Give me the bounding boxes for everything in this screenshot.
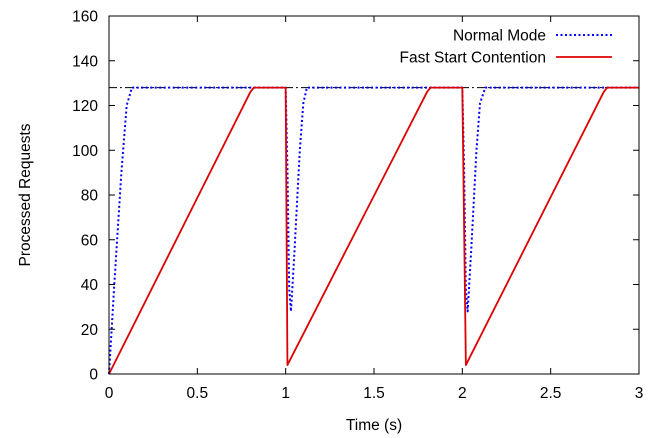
- y-tick-label: 40: [81, 277, 99, 294]
- x-axis-label: Time (s): [346, 417, 402, 434]
- y-tick-label: 140: [72, 53, 98, 70]
- legend-label-fast-start-contention: Fast Start Contention: [400, 50, 546, 67]
- y-tick-label: 20: [81, 322, 99, 339]
- legend-label-normal-mode: Normal Mode: [453, 28, 546, 45]
- y-tick-label: 0: [89, 367, 98, 384]
- x-tick-label: 1: [281, 385, 290, 402]
- y-tick-label: 120: [72, 98, 98, 115]
- x-tick-label: 2: [458, 385, 467, 402]
- series-layer: [108, 86, 639, 375]
- x-tick-label: 2.5: [540, 385, 562, 402]
- y-tick-label: 100: [72, 143, 98, 160]
- y-tick-label: 60: [81, 232, 99, 249]
- series-line-fast-start-contention: [108, 86, 639, 375]
- series-line-normal-mode: [108, 86, 639, 375]
- legend: Normal Mode Fast Start Contention: [400, 28, 612, 67]
- x-tick-label: 3: [635, 385, 644, 402]
- tick-layer: 0 0.5 1 1.5 2 2.5 3 0 20 40 60 80 100 120 140 160: [72, 9, 643, 403]
- y-axis-label: Processed Requests: [17, 123, 34, 266]
- x-tick-label: 0: [105, 385, 114, 402]
- y-tick-label: 160: [72, 9, 98, 26]
- x-tick-label: 0.5: [187, 385, 209, 402]
- y-tick-label: 80: [81, 188, 99, 205]
- x-tick-label: 1.5: [363, 385, 385, 402]
